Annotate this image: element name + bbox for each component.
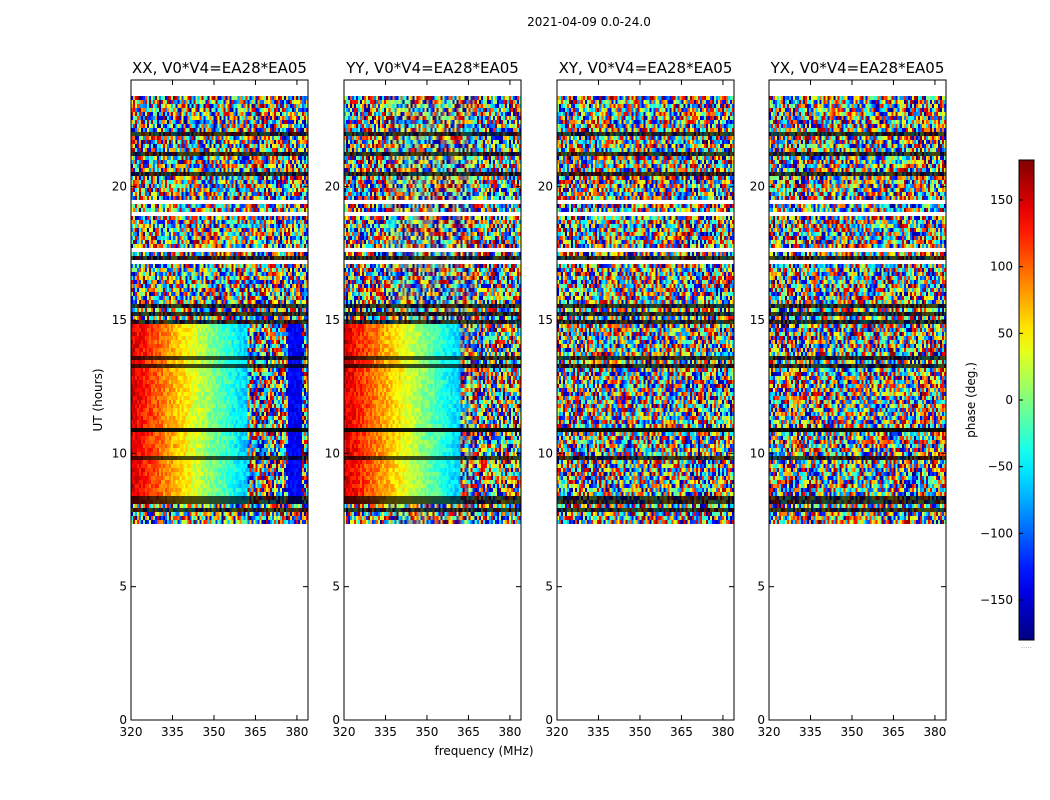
- x-tick-label: 320: [758, 725, 781, 739]
- x-tick-label: 320: [546, 725, 569, 739]
- y-tick-label: 15: [538, 313, 553, 327]
- x-tick-label: 335: [374, 725, 397, 739]
- panel-yx: YX, V0*V4=EA28*EA05 320 335 350 365 380 0 5 10 15…: [750, 59, 947, 739]
- y-tick-label: 20: [538, 180, 553, 194]
- panel-xy: XY, V0*V4=EA28*EA05 320 335 350 365 380 0 5 10 15…: [538, 59, 735, 739]
- y-tick-label: 10: [750, 446, 765, 460]
- y-tick-label: 0: [119, 713, 127, 727]
- panel-title: XY, V0*V4=EA28*EA05: [559, 59, 733, 77]
- panel-frame: [130, 79, 309, 721]
- colorbar-tick-label: 100: [990, 260, 1013, 274]
- y-tick-label: 10: [325, 446, 340, 460]
- colorbar-tick-label: −50: [988, 460, 1013, 474]
- y-tick-label: 10: [538, 446, 553, 460]
- y-tick-label: 5: [757, 580, 765, 594]
- y-tick-label: 5: [332, 580, 340, 594]
- x-tick-label: 380: [711, 725, 734, 739]
- heatmap-image: [557, 80, 734, 720]
- panel-title: YY, V0*V4=EA28*EA05: [345, 59, 519, 77]
- x-tick-label: 350: [841, 725, 864, 739]
- y-tick-label: 5: [545, 580, 553, 594]
- x-tick-label: 380: [285, 725, 308, 739]
- y-tick-label: 15: [750, 313, 765, 327]
- x-tick-label: 365: [457, 725, 480, 739]
- y-tick-label: 0: [757, 713, 765, 727]
- colorbar-tick-label: −150: [980, 593, 1013, 607]
- panel-title: XX, V0*V4=EA28*EA05: [132, 59, 307, 77]
- panel-frame: [556, 79, 735, 721]
- panel-frame: [768, 79, 947, 721]
- colorbar-footer: .....: [1021, 642, 1032, 650]
- y-tick-label: 20: [325, 180, 340, 194]
- colorbar-label: phase (deg.): [964, 362, 978, 438]
- colorbar-tick-label: 150: [990, 193, 1013, 207]
- y-tick-label: 5: [119, 580, 127, 594]
- colorbar-tick-label: 50: [998, 326, 1013, 340]
- x-tick-label: 380: [923, 725, 946, 739]
- x-tick-label: 320: [120, 725, 143, 739]
- colorbar-tick-label: 0: [1005, 393, 1013, 407]
- y-tick-label: 20: [750, 180, 765, 194]
- y-tick-label: 15: [325, 313, 340, 327]
- colorbar: 150 100 50 0 −50 −100 −150 phase (deg.).....: [964, 159, 1035, 650]
- panel-xx: XX, V0*V4=EA28*EA05 320 335 350 365 380 0 5 10 15…: [112, 59, 309, 739]
- x-tick-label: 365: [670, 725, 693, 739]
- y-tick-label: 20: [112, 180, 127, 194]
- x-tick-label: 365: [882, 725, 905, 739]
- y-axis-label: UT (hours): [91, 368, 105, 431]
- x-tick-label: 335: [587, 725, 610, 739]
- x-axis-label: frequency (MHz): [434, 744, 533, 758]
- heatmap-image: [344, 80, 521, 720]
- colorbar-tick-label: −100: [980, 526, 1013, 540]
- panel-yy: YY, V0*V4=EA28*EA05 320 335 350 365 380 0 5 10 15…: [325, 59, 522, 739]
- y-tick-label: 15: [112, 313, 127, 327]
- y-tick-label: 0: [545, 713, 553, 727]
- heatmap-image: [769, 80, 946, 720]
- x-tick-label: 350: [416, 725, 439, 739]
- figure-suptitle: 2021-04-09 0.0-24.0: [527, 15, 651, 29]
- panel-title: YX, V0*V4=EA28*EA05: [770, 59, 945, 77]
- x-tick-label: 380: [498, 725, 521, 739]
- panel-frame: [343, 79, 522, 721]
- x-tick-label: 335: [799, 725, 822, 739]
- panels-group: XX, V0*V4=EA28*EA05 320 335 350 365 380 0 5 10 15…: [112, 59, 947, 739]
- x-tick-label: 335: [161, 725, 184, 739]
- x-tick-label: 350: [629, 725, 652, 739]
- x-tick-label: 350: [203, 725, 226, 739]
- x-tick-label: 320: [333, 725, 356, 739]
- y-tick-label: 0: [332, 713, 340, 727]
- y-tick-label: 10: [112, 446, 127, 460]
- heatmap-image: [131, 80, 308, 720]
- x-tick-label: 365: [244, 725, 267, 739]
